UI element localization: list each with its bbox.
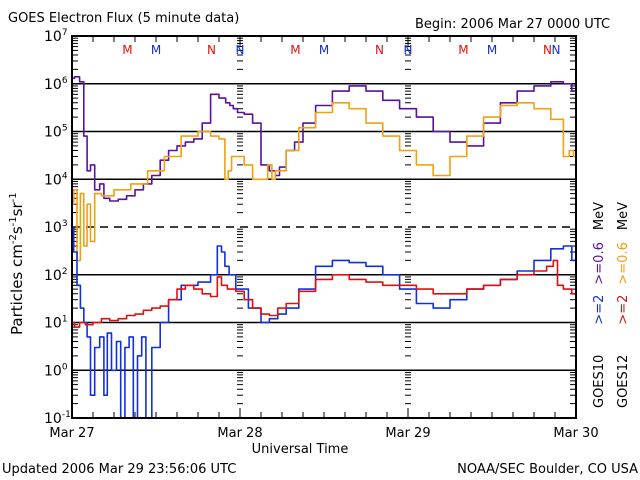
begin-date-label: Begin: 2006 Mar 27 0000 UTC (415, 17, 610, 32)
marker-N: N (543, 43, 552, 57)
updated-timestamp: Updated 2006 Mar 29 23:56:06 UTC (2, 462, 236, 477)
y-tick-base: 10 (44, 268, 62, 284)
series-line-goes10-0-6-mev (72, 76, 576, 202)
y-tick-label: 100 (44, 362, 68, 379)
x-tick-label: Mar 30 (553, 426, 598, 441)
y-label-s: s (8, 226, 26, 234)
legend-unit: MeV (616, 202, 631, 230)
y-tick-exponent: 6 (62, 76, 68, 86)
y-tick-base: 10 (44, 125, 62, 141)
y-label-exp3: -1 (8, 192, 19, 202)
marker-N: N (552, 43, 561, 57)
legend-entry: >=0.6 (592, 242, 607, 284)
series-line-goes12-2-mev (72, 259, 576, 328)
y-tick-base: 10 (44, 29, 62, 45)
chart-title: GOES Electron Flux (5 minute data) (8, 11, 239, 26)
grid-lines (72, 83, 576, 371)
x-tick-label: Mar 27 (49, 426, 94, 441)
y-tick-base: 10 (44, 77, 62, 93)
y-tick-exponent: 0 (62, 362, 68, 372)
legend: GOES10 >=2 >=0.6 MeV GOES12 >=2 >=0.6 MeV (592, 202, 631, 408)
series-line-goes10-2-mev (72, 226, 576, 419)
y-label-base: Particles cm (8, 244, 26, 335)
svg-text:Particles cm-2s-1sr-1: Particles cm-2s-1sr-1 (8, 192, 26, 335)
marker-M: M (151, 43, 161, 57)
series-layer (72, 76, 576, 419)
legend-unit: MeV (592, 202, 607, 230)
legend-entry: >=0.6 (616, 242, 631, 284)
y-label-exp1: -2 (8, 234, 19, 244)
y-tick-exponent: -1 (62, 410, 71, 420)
y-label-sr: sr (8, 202, 26, 217)
legend-column-goes10: GOES10 >=2 >=0.6 MeV (592, 202, 607, 408)
y-tick-base: 10 (44, 172, 62, 188)
series-line-goes12-0-6-mev (72, 102, 576, 262)
y-tick-base: 10 (44, 220, 62, 236)
marker-N: N (207, 43, 216, 57)
legend-satellite: GOES10 (592, 355, 607, 408)
marker-M: M (122, 43, 132, 57)
y-tick-exponent: 4 (62, 171, 68, 181)
legend-text: GOES12 >=2 >=0.6 MeV (616, 202, 631, 408)
y-tick-label: 106 (44, 76, 68, 93)
x-tick-label: Mar 29 (385, 426, 430, 441)
y-tick-base: 10 (44, 363, 62, 379)
y-label-exp2: -1 (8, 216, 19, 226)
plot-frame (71, 35, 577, 419)
y-tick-label: 102 (44, 267, 68, 284)
marker-M: M (319, 43, 329, 57)
y-tick-exponent: 7 (62, 28, 68, 38)
legend-entry: >=2 (616, 295, 631, 325)
y-tick-label: 104 (44, 171, 68, 188)
y-tick-exponent: 1 (62, 315, 68, 325)
marker-M: M (458, 43, 468, 57)
y-tick-label: 107 (44, 28, 68, 45)
legend-text: GOES10 >=2 >=0.6 MeV (592, 202, 607, 408)
y-tick-base: 10 (44, 411, 62, 427)
credit-label: NOAA/SEC Boulder, CO USA (457, 462, 638, 477)
y-tick-exponent: 2 (62, 267, 68, 277)
y-tick-exponent: 5 (62, 124, 68, 134)
y-tick-label: 101 (44, 315, 68, 332)
y-axis-label: Particles cm-2s-1sr-1 (8, 192, 26, 335)
x-axis-label: Universal Time (252, 442, 349, 457)
y-tick-base: 10 (44, 316, 62, 332)
marker-N: N (236, 43, 245, 57)
legend-satellite: GOES12 (616, 355, 631, 408)
x-tick-labels: Mar 27 Mar 28 Mar 29 Mar 30 (49, 426, 598, 441)
y-tick-label: 105 (44, 124, 68, 141)
marker-N: N (404, 43, 413, 57)
legend-column-goes12: GOES12 >=2 >=0.6 MeV (616, 202, 631, 408)
legend-entry: >=2 (592, 295, 607, 325)
y-tick-label: 103 (44, 219, 68, 236)
y-tick-exponent: 3 (62, 219, 68, 229)
marker-M: M (290, 43, 300, 57)
y-tick-label: 10-1 (44, 410, 71, 427)
x-tick-label: Mar 28 (217, 426, 262, 441)
marker-M: M (487, 43, 497, 57)
marker-N: N (375, 43, 384, 57)
